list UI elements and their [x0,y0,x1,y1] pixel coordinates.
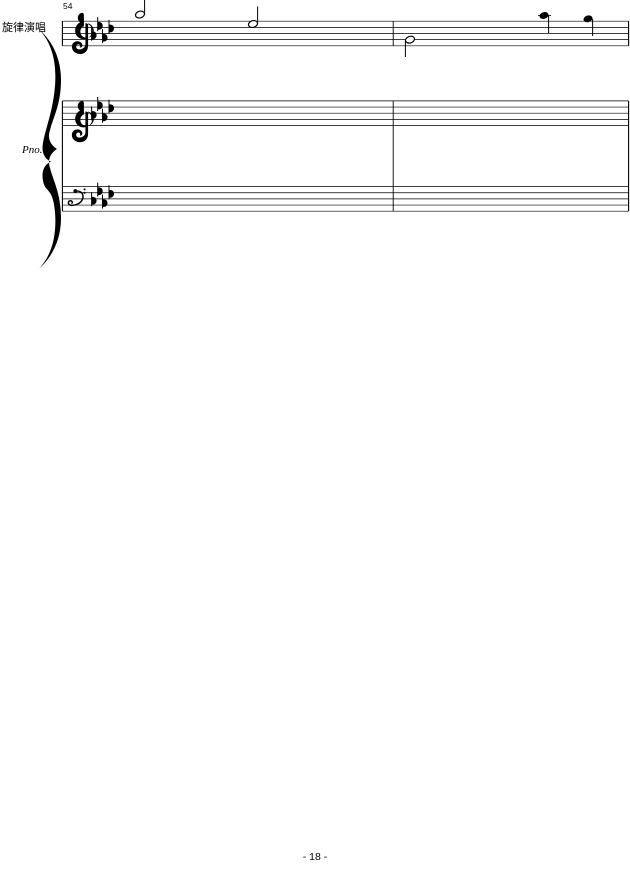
svg-text:54: 54 [63,1,73,11]
svg-text:旋律演唱: 旋律演唱 [2,20,46,34]
svg-text:Pno.: Pno. [21,144,42,156]
svg-text:- 18 -: - 18 - [303,851,328,863]
